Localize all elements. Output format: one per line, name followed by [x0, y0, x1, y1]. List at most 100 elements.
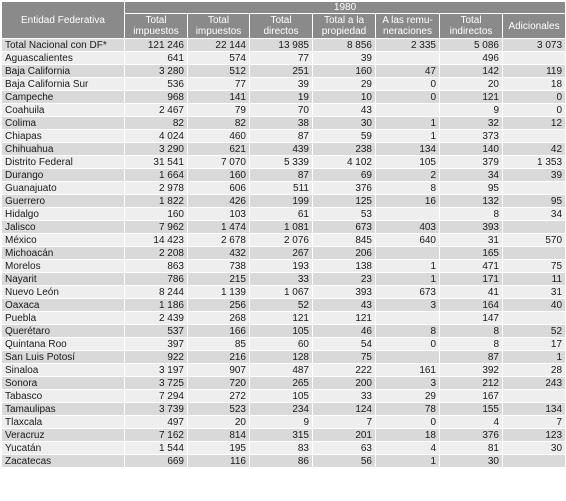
- value-cell: 82: [124, 116, 188, 130]
- value-cell: 138: [312, 259, 376, 273]
- table-row: Durango 1 664 160 87 69 2 34 39: [1, 168, 566, 182]
- value-cell: 75: [501, 259, 566, 273]
- value-cell: 31: [439, 233, 503, 247]
- value-cell: 20: [439, 77, 503, 91]
- value-cell: 199: [249, 194, 313, 208]
- value-cell: 95: [439, 181, 503, 195]
- value-cell: 1 139: [187, 285, 250, 299]
- value-cell: 3 197: [124, 363, 188, 377]
- entity-name-cell: Tamaulipas: [1, 402, 125, 416]
- value-cell: 193: [249, 259, 313, 273]
- value-cell: 160: [312, 64, 376, 78]
- value-cell: 471: [439, 259, 503, 273]
- table-row: Morelos 863 738 193 138 1 471 75: [1, 259, 566, 273]
- table-row: Baja California Sur 536 77 39 29 0 20 18: [1, 77, 566, 91]
- value-cell: 160: [124, 207, 188, 221]
- value-cell: 3 290: [124, 142, 188, 156]
- value-cell: 95: [501, 194, 566, 208]
- value-cell: 34: [501, 207, 566, 221]
- value-cell: 439: [249, 142, 313, 156]
- value-cell: 2: [375, 168, 440, 182]
- entity-name-cell: Chihuahua: [1, 142, 125, 156]
- column-header: Total impuestos: [187, 13, 250, 39]
- value-cell: 265: [249, 376, 313, 390]
- value-cell: 641: [124, 51, 188, 65]
- value-cell: 2 978: [124, 181, 188, 195]
- value-cell: 4: [439, 415, 503, 429]
- value-cell: 18: [501, 77, 566, 91]
- value-cell: 1 544: [124, 441, 188, 455]
- entity-column-header: Entidad Federativa: [1, 1, 125, 39]
- value-cell: 20: [187, 415, 250, 429]
- value-cell: 77: [249, 51, 313, 65]
- value-cell: 16: [375, 194, 440, 208]
- value-cell: 59: [312, 129, 376, 143]
- value-cell: 376: [312, 181, 376, 195]
- entity-name-cell: Nuevo León: [1, 285, 125, 299]
- entity-name-cell: Morelos: [1, 259, 125, 273]
- value-cell: 132: [439, 194, 503, 208]
- value-cell: 70: [249, 103, 313, 117]
- value-cell: 621: [187, 142, 250, 156]
- value-cell: 2 439: [124, 311, 188, 325]
- value-cell: 272: [187, 389, 250, 403]
- value-cell: 164: [439, 298, 503, 312]
- value-cell: 7 070: [187, 155, 250, 169]
- table-row: Jalisco 7 962 1 474 1 081 673 403 393: [1, 220, 566, 234]
- value-cell: 8: [375, 181, 440, 195]
- value-cell: 8 856: [312, 38, 376, 52]
- value-cell: 53: [312, 207, 376, 221]
- value-cell: 12: [501, 116, 566, 130]
- value-cell: 1 081: [249, 220, 313, 234]
- value-cell: 1 067: [249, 285, 313, 299]
- value-cell: 171: [439, 272, 503, 286]
- value-cell: 379: [439, 155, 503, 169]
- value-cell: [375, 246, 440, 260]
- value-cell: 124: [312, 402, 376, 416]
- entity-name-cell: Guerrero: [1, 194, 125, 208]
- value-cell: 142: [439, 64, 503, 78]
- value-cell: 121 246: [124, 38, 188, 52]
- value-cell: 30: [312, 116, 376, 130]
- table-row: Baja California 3 280 512 251 160 47 142 119: [1, 64, 566, 78]
- value-cell: 78: [375, 402, 440, 416]
- value-cell: 3: [375, 376, 440, 390]
- table-row: Chihuahua 3 290 621 439 238 134 140 42: [1, 142, 566, 156]
- value-cell: 165: [439, 246, 503, 260]
- column-header: A las remu- neraciones: [375, 13, 440, 39]
- value-cell: 256: [187, 298, 250, 312]
- value-cell: 212: [439, 376, 503, 390]
- value-cell: 397: [124, 337, 188, 351]
- value-cell: 523: [187, 402, 250, 416]
- value-cell: 87: [249, 129, 313, 143]
- value-cell: 393: [439, 220, 503, 234]
- value-cell: [501, 389, 566, 403]
- value-cell: 29: [312, 77, 376, 91]
- value-cell: 1 664: [124, 168, 188, 182]
- table-row: Chiapas 4 024 460 87 59 1 373: [1, 129, 566, 143]
- value-cell: 2 208: [124, 246, 188, 260]
- value-cell: 0: [501, 90, 566, 104]
- value-cell: 134: [375, 142, 440, 156]
- value-cell: 1 186: [124, 298, 188, 312]
- value-cell: 18: [375, 428, 440, 442]
- value-cell: 63: [312, 441, 376, 455]
- value-cell: 200: [312, 376, 376, 390]
- table-row: Tlaxcala 497 20 9 7 0 4 7: [1, 415, 566, 429]
- value-cell: 2 467: [124, 103, 188, 117]
- value-cell: 105: [375, 155, 440, 169]
- value-cell: 426: [187, 194, 250, 208]
- value-cell: 669: [124, 454, 188, 468]
- table-row: Nuevo León 8 244 1 139 1 067 393 673 41 31: [1, 285, 566, 299]
- value-cell: 1 474: [187, 220, 250, 234]
- value-cell: 537: [124, 324, 188, 338]
- entity-name-cell: Quintana Roo: [1, 337, 125, 351]
- table-row: Querétaro 537 166 105 46 8 8 52: [1, 324, 566, 338]
- value-cell: 1: [501, 350, 566, 364]
- value-cell: 121: [249, 311, 313, 325]
- value-cell: 155: [439, 402, 503, 416]
- value-cell: 403: [375, 220, 440, 234]
- value-cell: 216: [187, 350, 250, 364]
- table-row: Oaxaca 1 186 256 52 43 3 164 40: [1, 298, 566, 312]
- value-cell: [501, 181, 566, 195]
